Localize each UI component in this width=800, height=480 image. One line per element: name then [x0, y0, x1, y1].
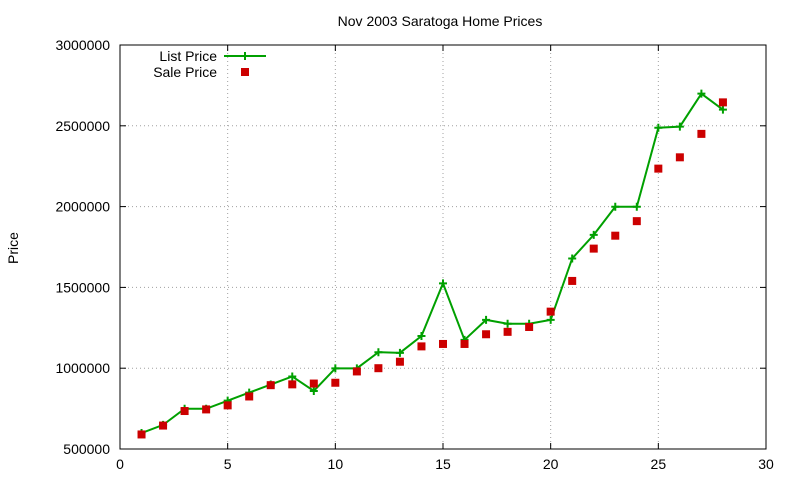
sale-price-point	[568, 276, 577, 285]
x-tick-label: 0	[116, 456, 124, 472]
series-sale-price	[137, 98, 727, 439]
sale-price-point	[266, 381, 275, 390]
list-price-point	[568, 254, 577, 263]
sale-price-point	[675, 153, 684, 162]
legend-marker-list-price	[241, 52, 249, 60]
series	[137, 89, 727, 439]
grid-lines	[120, 45, 766, 449]
y-tick-label: 2500000	[55, 118, 110, 134]
list-price-point	[503, 319, 512, 328]
sale-price-point	[180, 407, 189, 416]
list-price-point	[482, 315, 491, 324]
y-tick-label: 3000000	[55, 37, 110, 53]
sale-price-point	[439, 339, 447, 348]
x-tick-label: 30	[758, 456, 774, 472]
axis-ticks: 0 5 10 15 20 25 30 500000 1000000 1500000 2000000 2…	[55, 37, 774, 472]
list-price-point	[395, 348, 404, 357]
sale-price-point	[137, 430, 146, 439]
sale-price-point	[202, 405, 211, 414]
x-tick-label: 25	[651, 456, 667, 472]
y-tick-label: 1000000	[55, 360, 110, 376]
series-list-price	[137, 89, 727, 438]
list-price-point	[309, 386, 318, 395]
sale-price-point	[417, 342, 426, 351]
y-tick-label: 1500000	[55, 279, 110, 295]
y-tick-label: 500000	[63, 441, 110, 457]
sale-price-point	[374, 364, 383, 373]
x-tick-label: 5	[224, 456, 232, 472]
sale-price-point	[352, 367, 361, 376]
sale-price-point	[632, 217, 641, 226]
list-price-point	[331, 364, 340, 373]
sale-price-point	[525, 322, 534, 331]
list-price-point	[546, 315, 555, 324]
list-price-point	[654, 123, 663, 132]
sale-price-point	[331, 378, 340, 387]
sale-price-point	[159, 421, 168, 430]
y-axis-label: Price	[5, 232, 21, 264]
sale-price-point	[589, 244, 598, 253]
list-price-point	[374, 348, 383, 357]
legend-label: Sale Price	[153, 64, 217, 80]
y-tick-label: 2000000	[55, 199, 110, 215]
sale-price-point	[611, 231, 620, 240]
sale-price-point	[288, 380, 297, 389]
x-tick-label: 10	[328, 456, 344, 472]
list-price-point	[288, 372, 297, 381]
sale-price-point	[718, 98, 727, 107]
list-price-point	[417, 332, 426, 341]
sale-price-point	[654, 164, 663, 173]
sale-price-point	[460, 339, 469, 348]
legend-label: List Price	[159, 48, 217, 64]
list-price-point	[611, 202, 620, 211]
sale-price-point	[546, 307, 555, 316]
chart-title: Nov 2003 Saratoga Home Prices	[338, 13, 543, 29]
sale-price-point	[245, 392, 254, 401]
list-price-point	[632, 202, 641, 211]
sale-price-point	[503, 327, 512, 336]
list-price-point	[589, 230, 598, 239]
list-price-point	[718, 105, 727, 114]
sale-price-point	[482, 330, 491, 339]
list-price-line	[141, 92, 724, 434]
sale-price-point	[309, 379, 318, 388]
list-price-point	[697, 89, 706, 98]
sale-price-point	[697, 129, 706, 138]
x-tick-label: 20	[543, 456, 559, 472]
legend-swatch-sale-price	[241, 68, 249, 76]
list-price-point	[439, 279, 447, 288]
sale-price-point	[395, 357, 404, 366]
x-tick-label: 15	[435, 456, 451, 472]
sale-price-point	[223, 401, 232, 410]
list-price-point	[675, 122, 684, 131]
